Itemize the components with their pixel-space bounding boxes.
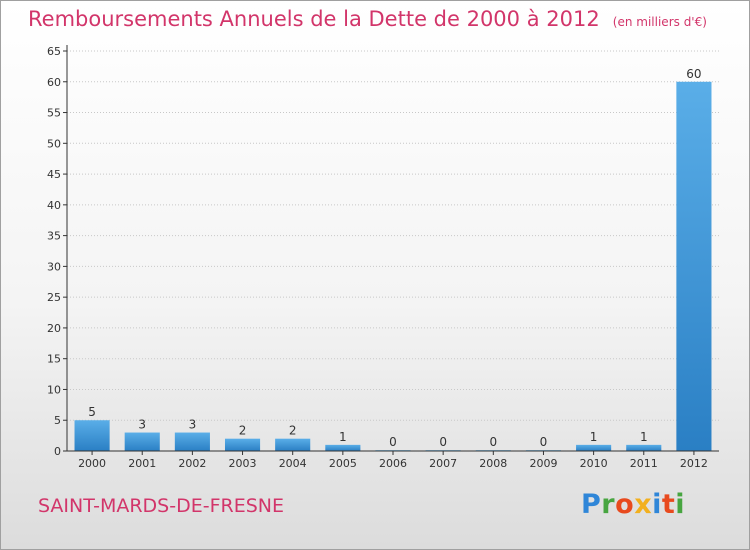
y-tick-label: 35 (47, 230, 61, 243)
bars (74, 81, 712, 452)
x-tick-label: 2007 (429, 457, 457, 470)
logo-letter: i (675, 489, 686, 520)
grid-lines (67, 50, 719, 421)
bar-value-label: 0 (389, 435, 397, 449)
y-tick-label: 55 (47, 107, 61, 120)
bar (224, 438, 261, 451)
logo-letter: o (615, 489, 635, 520)
bar (576, 444, 612, 451)
x-tick-label: 2012 (680, 457, 708, 470)
bar-value-label: 2 (289, 424, 297, 438)
chart-title-text: Remboursements Annuels de la Dette de 20… (28, 7, 600, 31)
y-tick-label: 5 (54, 414, 61, 427)
x-tick-label: 2009 (529, 457, 557, 470)
bar (174, 432, 210, 451)
y-tick-label: 30 (47, 260, 61, 273)
y-tick-label: 15 (47, 353, 61, 366)
bar (325, 444, 361, 451)
x-tick-label: 2003 (229, 457, 257, 470)
bar (124, 432, 160, 451)
y-tick-label: 20 (47, 322, 61, 335)
bar-value-label: 0 (489, 435, 497, 449)
y-tick-label: 45 (47, 168, 61, 181)
commune-name: SAINT-MARDS-DE-FRESNE (38, 495, 284, 517)
y-tick-label: 0 (54, 445, 61, 458)
bar-value-label: 1 (339, 430, 347, 444)
bar-value-label: 3 (189, 418, 197, 432)
y-tick-label: 60 (47, 76, 61, 89)
y-tick-label: 25 (47, 291, 61, 304)
y-tick-label: 50 (47, 137, 61, 150)
bar (275, 438, 311, 451)
logo-letter: P (581, 489, 602, 520)
proxiti-logo: Proxiti (581, 489, 685, 520)
logo-letter: x (634, 489, 653, 520)
bar (74, 420, 110, 451)
chart-title: Remboursements Annuels de la Dette de 20… (28, 7, 707, 31)
x-tick-label: 2008 (479, 457, 507, 470)
x-tick-label: 2010 (580, 457, 608, 470)
y-tick-label: 65 (47, 45, 61, 58)
x-tick-label: 2006 (379, 457, 407, 470)
labels: 0510152025303540455055606552000320013200… (47, 45, 708, 470)
axes (63, 45, 719, 455)
bar (626, 444, 662, 451)
logo-letter: i (652, 489, 662, 520)
bar-value-label: 1 (590, 430, 598, 444)
logo-letter: t (661, 489, 676, 520)
x-tick-label: 2002 (178, 457, 206, 470)
x-tick-label: 2001 (128, 457, 156, 470)
bar-value-label: 0 (540, 435, 548, 449)
bar-value-label: 0 (439, 435, 447, 449)
chart-subtitle: (en milliers d'€) (612, 15, 707, 29)
bar (676, 81, 712, 452)
x-tick-label: 2000 (78, 457, 106, 470)
y-tick-label: 10 (47, 383, 61, 396)
bar-value-label: 2 (239, 424, 247, 438)
bar-value-label: 5 (88, 405, 96, 419)
y-tick-label: 40 (47, 199, 61, 212)
x-tick-label: 2004 (279, 457, 307, 470)
bar-value-label: 1 (640, 430, 648, 444)
bar-value-label: 60 (686, 67, 701, 81)
x-tick-label: 2011 (630, 457, 658, 470)
x-tick-label: 2005 (329, 457, 357, 470)
bar-value-label: 3 (138, 418, 146, 432)
logo-letter: r (601, 489, 616, 520)
